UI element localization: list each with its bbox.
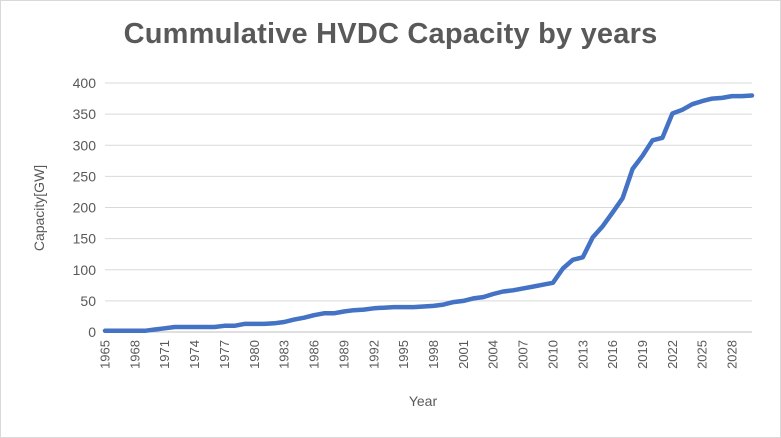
x-axis-label: Year [409,393,438,409]
x-tick-label: 1971 [157,340,172,369]
y-tick-label: 100 [73,262,97,278]
x-tick-label: 2025 [695,340,710,369]
y-tick-label: 400 [73,75,97,91]
x-tick-label: 1977 [217,340,232,369]
x-tick-label: 1980 [247,340,262,369]
x-tick-label: 2022 [665,340,680,369]
x-tick-label: 1989 [336,340,351,369]
x-tick-label: 2007 [516,340,531,369]
x-tick-label: 1965 [98,340,113,369]
x-tick-label: 2028 [725,340,740,369]
x-tick-label: 2016 [605,340,620,369]
y-tick-label: 150 [73,231,97,247]
y-tick-label: 0 [88,324,96,340]
capacity-series-line [102,93,755,334]
x-tick-label: 2001 [456,340,471,369]
x-tick-label: 1983 [277,340,292,369]
x-tick-label: 1974 [187,340,202,369]
x-tick-label: 2019 [635,340,650,369]
x-tick-label: 1998 [426,340,441,369]
x-tick-label: 1992 [366,340,381,369]
x-tick-label: 1968 [127,340,142,369]
y-tick-label: 350 [73,106,97,122]
x-tick-label: 1986 [307,340,322,369]
y-axis-label: Capacity[GW] [31,165,47,251]
y-tick-label: 200 [73,200,97,216]
chart-title: Cummulative HVDC Capacity by years [123,18,658,50]
x-tick-label: 2010 [545,340,560,369]
x-tick-label: 2004 [486,340,501,369]
x-tick-label: 2013 [575,340,590,369]
x-tick-label: 1995 [396,340,411,369]
y-tick-label: 50 [80,293,96,309]
y-tick-label: 250 [73,168,97,184]
y-tick-label: 300 [73,137,97,153]
